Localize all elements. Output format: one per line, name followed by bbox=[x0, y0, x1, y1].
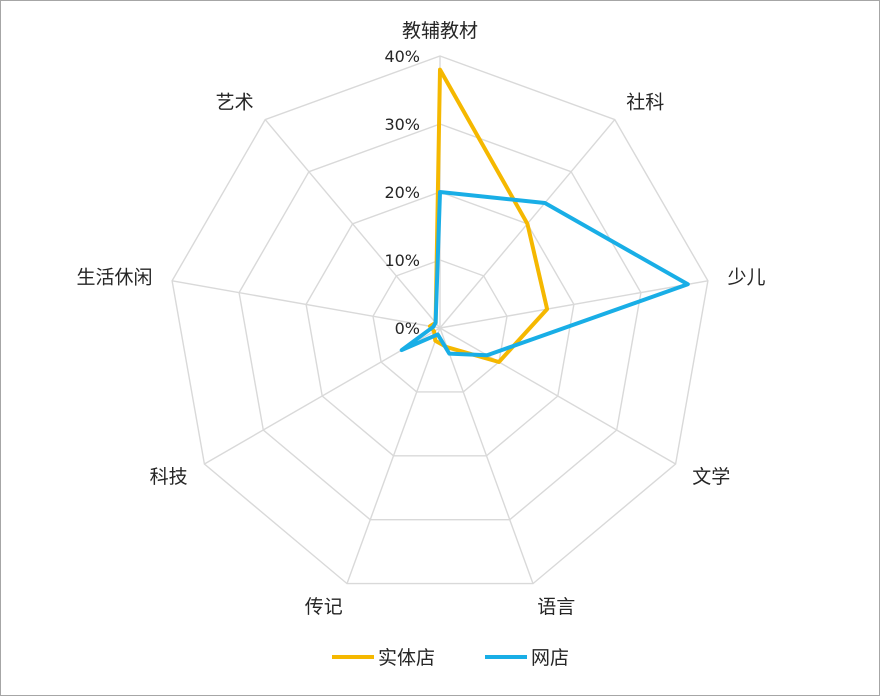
r-tick-label: 20% bbox=[384, 183, 420, 202]
grid-ring-4 bbox=[171, 55, 709, 585]
category-label: 教辅教材 bbox=[402, 20, 478, 42]
legend-label: 实体店 bbox=[378, 647, 435, 669]
legend: 实体店 网店 bbox=[332, 647, 569, 669]
category-label: 艺术 bbox=[216, 91, 254, 113]
r-tick-label: 10% bbox=[384, 251, 420, 270]
grid-spoke bbox=[171, 280, 441, 329]
legend-label: 网店 bbox=[531, 647, 569, 669]
category-label: 科技 bbox=[150, 466, 188, 488]
category-label: 生活休闲 bbox=[76, 267, 152, 289]
category-label: 语言 bbox=[537, 596, 575, 618]
grid-spoke bbox=[439, 280, 709, 329]
grid-spoke bbox=[439, 327, 676, 465]
grid-spoke bbox=[439, 327, 534, 584]
grid-spoke bbox=[346, 327, 441, 584]
grid-ring-2 bbox=[305, 191, 575, 457]
grid-ring-3 bbox=[238, 123, 642, 521]
category-label: 传记 bbox=[305, 596, 343, 618]
series-lines bbox=[399, 67, 690, 364]
series-line bbox=[399, 190, 690, 358]
category-label: 社科 bbox=[626, 91, 664, 113]
category-label: 少儿 bbox=[728, 267, 766, 289]
grid-ring-1 bbox=[372, 259, 508, 393]
r-tick-label: 0% bbox=[395, 319, 420, 338]
radial-ticks: 0% 10% 20% 30% 40% bbox=[384, 47, 420, 338]
r-tick-label: 40% bbox=[384, 47, 420, 66]
category-label: 文学 bbox=[692, 466, 730, 488]
grid-spoke bbox=[264, 119, 441, 329]
r-tick-label: 30% bbox=[384, 115, 420, 134]
